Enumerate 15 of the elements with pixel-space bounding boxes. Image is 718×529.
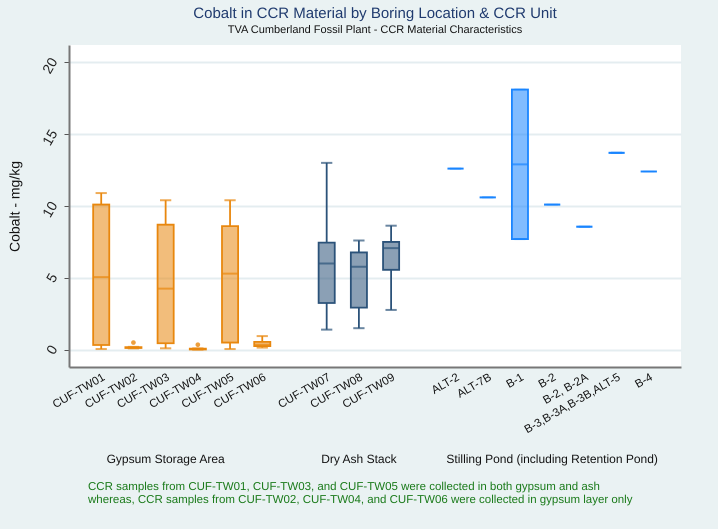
x-tick-label: B-4 bbox=[633, 371, 656, 391]
x-tick-label: B-1 bbox=[504, 372, 526, 391]
chart-subtitle: TVA Cumberland Fossil Plant - CCR Material Characteristics bbox=[228, 24, 523, 36]
text: Dry Ash Stack bbox=[321, 452, 398, 466]
text: Stilling Pond (including Retention Pond) bbox=[446, 452, 658, 466]
y-tick-label: 10 bbox=[38, 198, 61, 220]
text: Gypsum Storage Area bbox=[106, 452, 225, 466]
text: whereas, CCR samples from CUF-TW02, CUF-TW04, and CUF-TW06 were collected in gypsum layer only bbox=[88, 494, 632, 507]
y-tick-label: 20 bbox=[38, 54, 61, 76]
y-axis-title: Cobalt - mg/kg bbox=[6, 160, 23, 252]
chart-title: Cobalt in CCR Material by Boring Location & CCR Unit bbox=[193, 5, 558, 22]
y-tick-label: 0 bbox=[42, 342, 61, 357]
y-tick-label: 15 bbox=[38, 126, 61, 148]
y-tick-label: 5 bbox=[42, 270, 61, 286]
text: CCR samples from CUF-TW01, CUF-TW03, and CUF-TW05 were collected in both gypsum and ash bbox=[88, 481, 601, 494]
